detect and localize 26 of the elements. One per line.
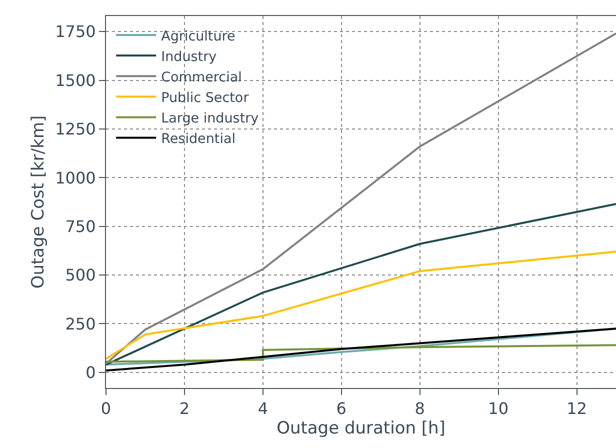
y-tick-label: 1500 [55, 70, 96, 90]
x-tick-label: 10 [488, 399, 508, 418]
line-series [106, 344, 616, 363]
y-tick-label: 250 [65, 314, 96, 334]
legend-label: Commercial [161, 69, 242, 86]
y-tick-label: 500 [65, 266, 96, 285]
x-tick-label: 0 [100, 399, 112, 418]
legend-label: Residential [161, 131, 236, 148]
x-tick-label: 12 [566, 399, 587, 418]
legend-label: Industry [161, 48, 217, 65]
y-tick-label: 1000 [55, 168, 96, 188]
x-tick-label: 2 [179, 399, 190, 418]
y-tick-label: 1750 [55, 22, 96, 42]
y-axis-title: Outage Cost [kr/km] [28, 115, 49, 289]
y-tick-label: 1250 [55, 120, 96, 139]
x-tick-label: 8 [414, 399, 425, 418]
legend-label: Large industry [161, 110, 259, 126]
legend-label: Agriculture [161, 28, 236, 44]
y-tick-label: 750 [65, 216, 96, 236]
legend-label: Public Sector [161, 90, 250, 106]
x-tick-label: 6 [336, 399, 346, 418]
y-tick-label: 0 [86, 363, 96, 382]
x-tick-label: 4 [258, 399, 268, 418]
line-series [106, 202, 616, 366]
line-series [106, 250, 616, 360]
x-axis-title: Outage duration [h] [276, 418, 446, 439]
